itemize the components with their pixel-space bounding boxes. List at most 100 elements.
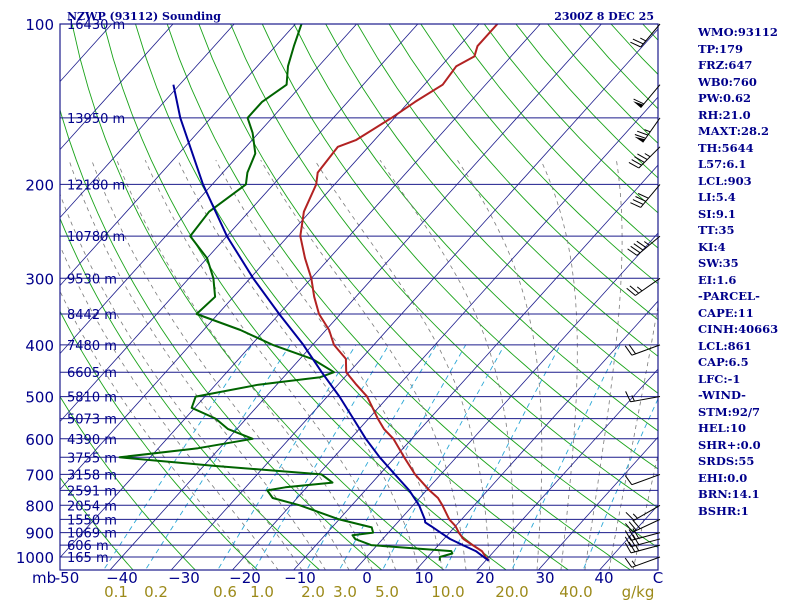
isotherm-line: [0, 24, 51, 570]
mixing-ratio-tick-label: 20.0: [495, 583, 528, 600]
sounding-index: FRZ:647: [698, 58, 753, 72]
mixing-ratio-tick-label: 5.0: [375, 583, 399, 600]
pressure-tick-label: 400: [25, 337, 54, 355]
height-label: 165 m: [67, 551, 109, 566]
wind-barb: [625, 504, 661, 521]
mixing-ratio-tick-label: 3.0: [333, 583, 357, 600]
sounding-index: -WIND-: [698, 388, 746, 402]
temperature-labels: mb-50 −40 −30 −20 −10 0 10 20 30 40 C: [32, 569, 663, 587]
height-label: 16430 m: [67, 18, 125, 33]
sounding-index: TT:35: [698, 223, 735, 237]
pressure-tick-label: 500: [25, 389, 54, 407]
mixing-ratio-line: [218, 344, 357, 569]
height-label: 5073 m: [67, 413, 117, 428]
isobars: [60, 24, 658, 558]
plot-border: [59, 23, 659, 571]
mixing-ratio-labels: 0.1 0.2 0.6 1.0 2.0 3.0 5.0 10.0 20.0 40.0 g/kg: [104, 583, 654, 600]
pressure-labels: 100 200 300 400 500 600 700 800 900 1000: [16, 16, 54, 567]
isotherm-line: [415, 300, 658, 570]
mixing-ratio-line: [583, 397, 658, 569]
temperature-tick-label: 10: [414, 569, 433, 587]
sounding-index: EHI:0.0: [698, 470, 748, 485]
height-label: 1550 m: [67, 513, 117, 528]
isotherm-line: [232, 96, 658, 570]
wind-barbs: [624, 23, 661, 568]
sounding-index: CINH:40663: [698, 322, 779, 336]
indices-panel: WMO:93112 TP:179 FRZ:647 WB0:760 PW:0.62 RH:2…: [698, 24, 798, 519]
wind-barb: [630, 184, 661, 208]
dry-adiabat-line: [420, 24, 658, 285]
pressure-tick-label: 800: [25, 497, 54, 515]
height-labels: 16430 m 13950 m 12180 m 10780 m 9530 m 8442 m…: [67, 18, 125, 566]
isotherm-line: [60, 24, 296, 287]
wind-barb: [633, 84, 661, 109]
mixing-ratio-tick-label: 10.0: [431, 583, 464, 600]
isotherm-line: [60, 24, 419, 423]
dry-adiabat-line: [135, 24, 569, 570]
isotherm-line: [538, 436, 658, 570]
dry-adiabat-line: [357, 24, 658, 357]
temperature-tick-label: −10: [284, 569, 316, 587]
sounding-index: RH:21.0: [698, 107, 751, 122]
height-label: 4390 m: [67, 433, 117, 448]
mixing-ratio-line: [254, 344, 390, 569]
mixing-ratio-line: [339, 344, 467, 569]
dry-adiabat-line: [261, 24, 658, 470]
mixing-ratio-line: [146, 344, 291, 569]
mixing-ratio-line: [104, 344, 253, 569]
dry-adiabat-line: [166, 24, 631, 570]
pressure-unit-label: mb: [32, 569, 56, 587]
sounding-index: WMO:93112: [698, 25, 778, 39]
height-label: 5810 m: [67, 391, 117, 406]
mixing-ratio-tick-label: 40.0: [559, 583, 592, 600]
isotherm-line: [60, 24, 541, 559]
wind-barb: [627, 235, 661, 256]
temperature-tick-label: 30: [535, 569, 554, 587]
sounding-index: CAPE:11: [698, 305, 754, 320]
isotherm-line: [476, 368, 658, 570]
moist-adiabat-line: [60, 193, 303, 570]
height-label: 1069 m: [67, 527, 117, 542]
sounding-index: MAXT:28.2: [698, 124, 769, 138]
wind-barb: [624, 556, 661, 568]
moist-adiabat-line: [60, 290, 255, 570]
isotherm-line: [293, 164, 658, 570]
pressure-tick-label: 100: [25, 16, 54, 34]
temperature-tick-label: -50: [55, 569, 80, 587]
isotherm-line: [60, 24, 174, 151]
dry-adiabat-line: [230, 24, 658, 509]
pressure-tick-label: 200: [25, 176, 54, 194]
wind-barb: [625, 518, 661, 533]
dewpoint-profile: [118, 24, 454, 561]
dry-adiabat-line: [388, 24, 658, 321]
isotherm-line: [354, 232, 658, 570]
temperature-tick-label: −30: [168, 569, 200, 587]
isotherm-line: [109, 24, 602, 570]
height-label: 6605 m: [67, 366, 117, 381]
sounding-index: TH:5644: [698, 140, 754, 155]
moist-adiabat-line: [608, 303, 658, 570]
sounding-index: BSHR:1: [698, 503, 749, 518]
mixing-ratio-tick-label: 2.0: [301, 583, 325, 600]
moist-adiabat-line: [215, 159, 443, 570]
temperature-profile: [299, 24, 499, 562]
temperature-tick-label: −20: [229, 569, 261, 587]
wind-barb: [625, 391, 661, 403]
sounding-index: EI:1.6: [698, 272, 737, 287]
sounding-index: LCL:861: [698, 338, 752, 353]
sounding-index: SRDS:55: [698, 454, 755, 468]
wind-barb: [634, 117, 661, 143]
isotherm-line: [60, 24, 357, 355]
moist-adiabat-line: [60, 244, 279, 570]
height-label: 2591 m: [67, 484, 117, 499]
temperature-tick-label: C: [653, 569, 663, 587]
height-label: 9530 m: [67, 272, 117, 287]
sounding-index: LI:5.4: [698, 190, 736, 204]
wind-barb: [630, 23, 661, 48]
wind-barb: [624, 473, 661, 486]
sounding-index: LFC:-1: [698, 371, 741, 386]
sounding-index: TP:179: [698, 41, 744, 56]
height-label: 12180 m: [67, 178, 125, 193]
mixing-ratio-lines: [104, 344, 658, 569]
